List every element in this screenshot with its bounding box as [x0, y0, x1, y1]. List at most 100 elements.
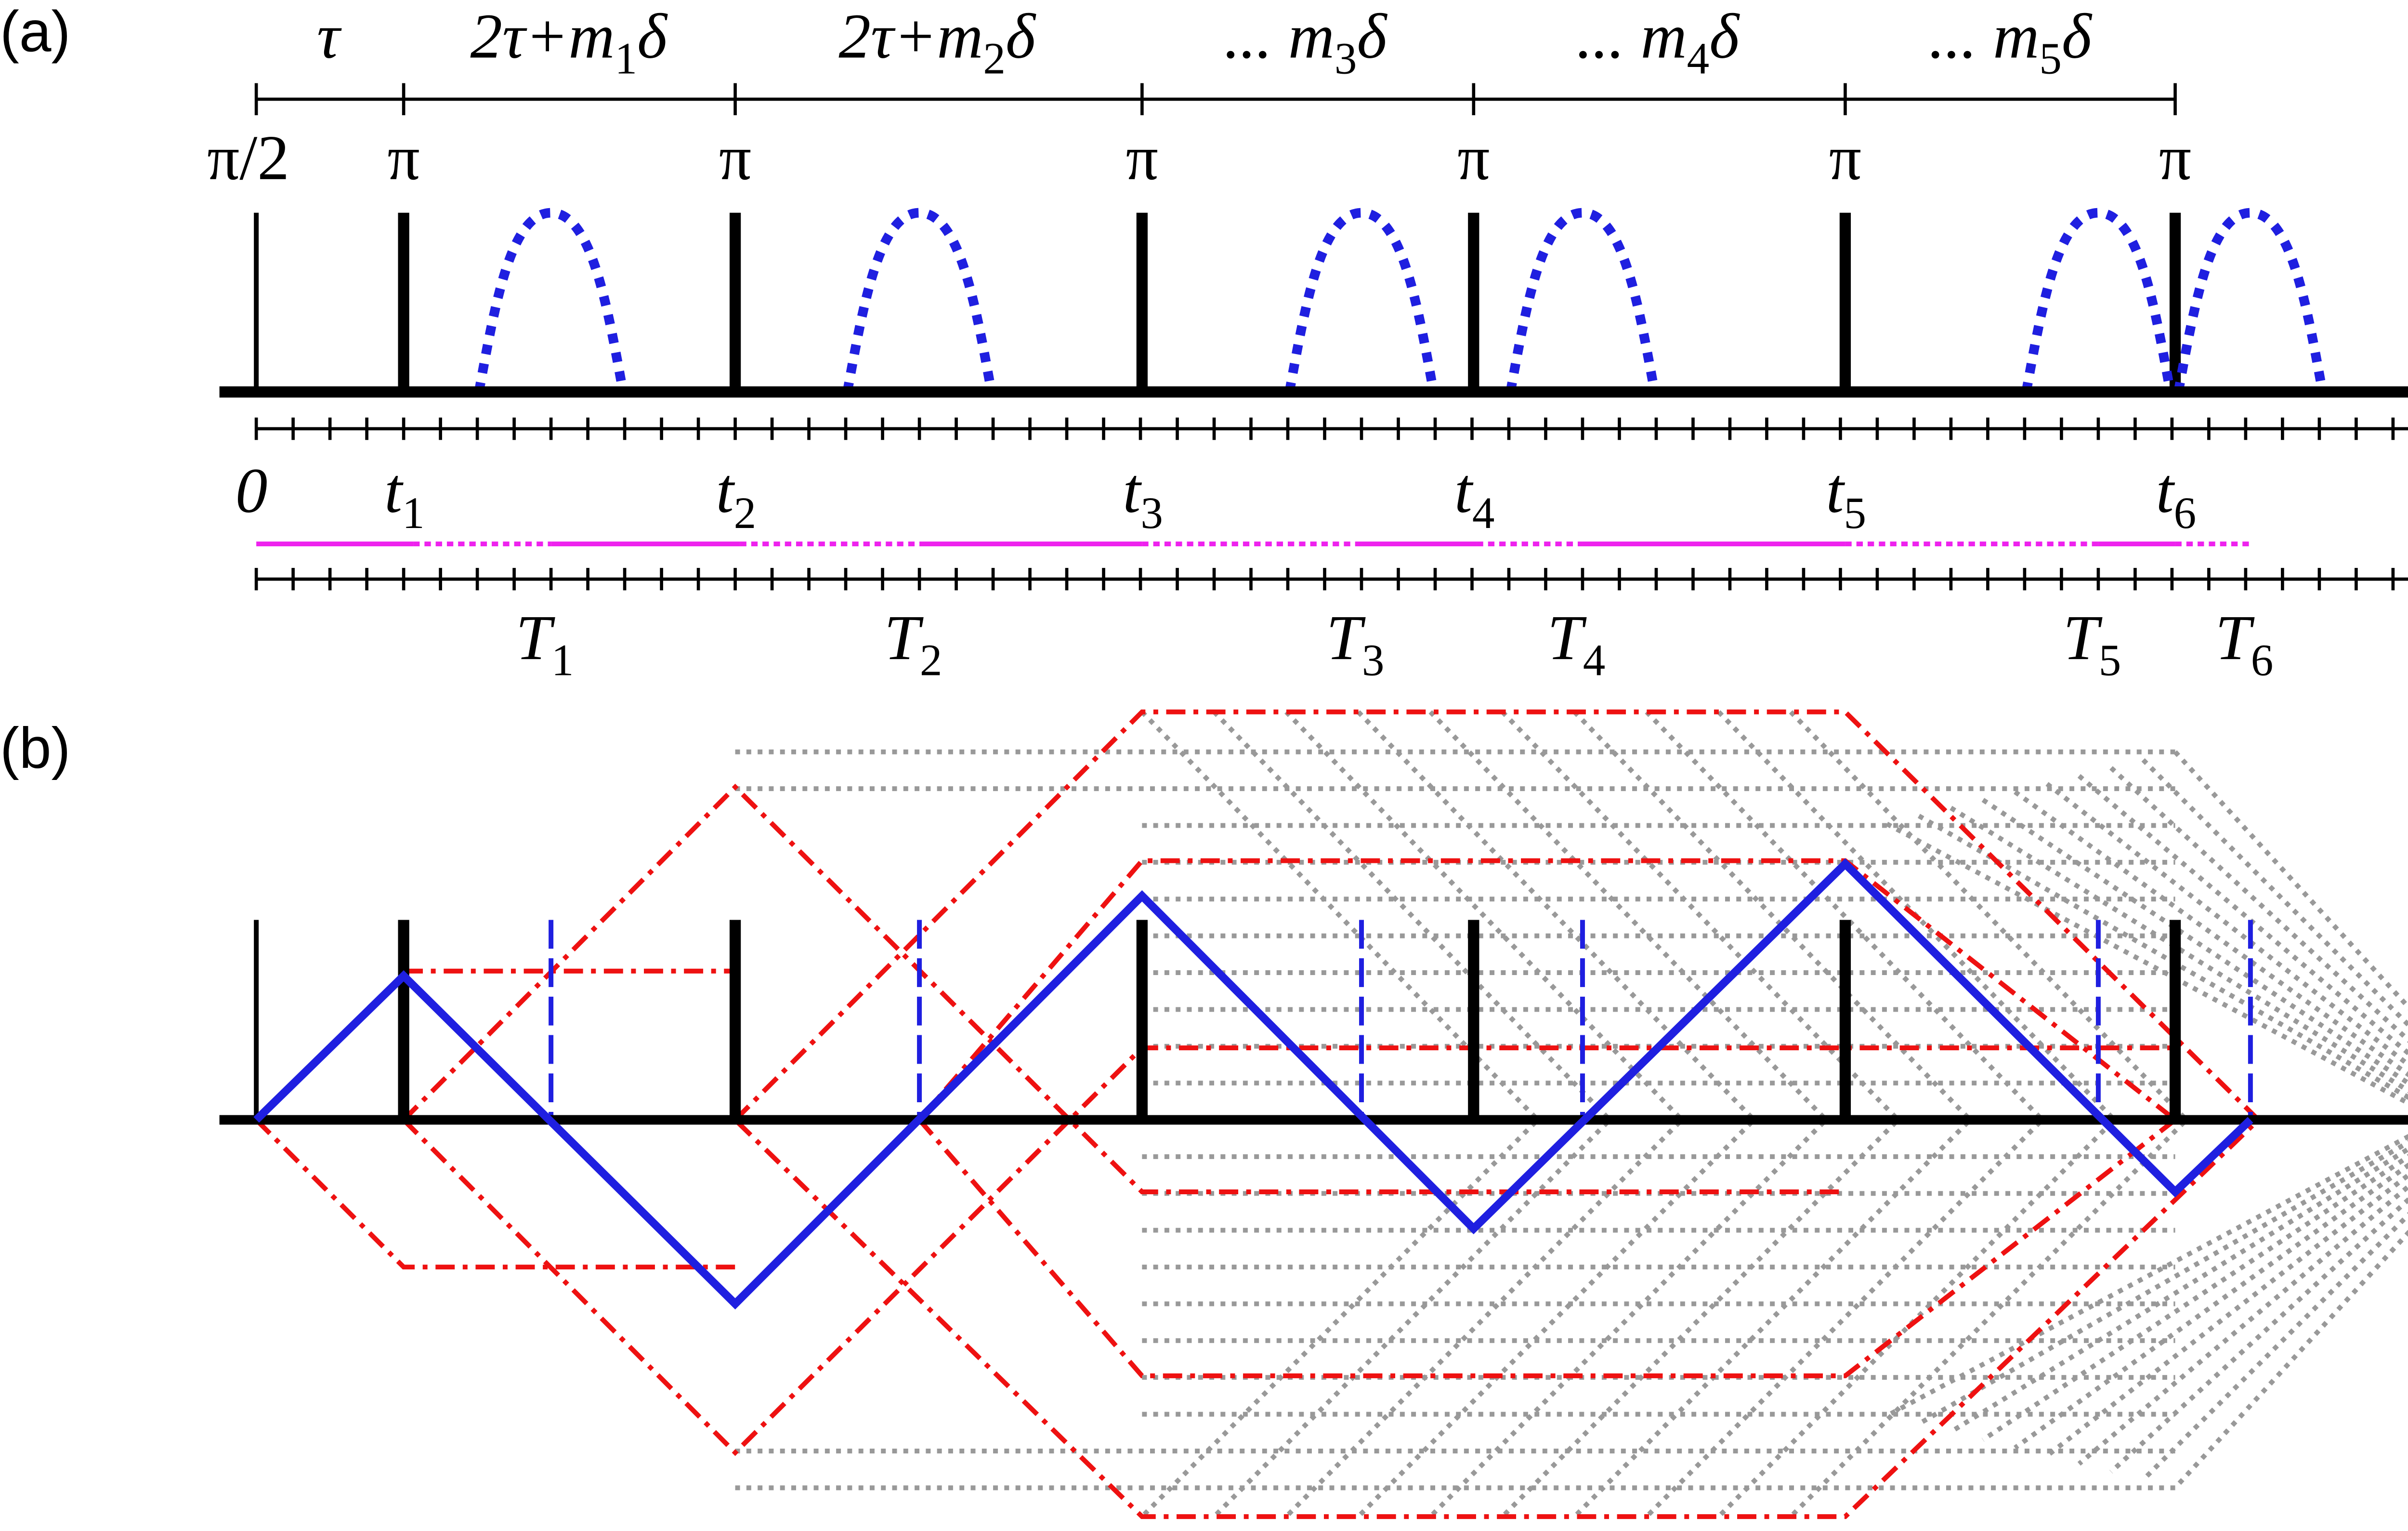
- path-gray: [1981, 798, 2408, 1442]
- path-gray: [1140, 710, 1541, 1518]
- time-label-sub: 6: [2174, 488, 2197, 538]
- panel-label: (a): [0, 0, 70, 64]
- interval-label-main: τ: [317, 1, 342, 72]
- echo: [1284, 208, 1439, 393]
- time-label: t6: [2156, 455, 2197, 538]
- period-label-sub: 2: [920, 635, 942, 685]
- interval-label-tail: δ: [1709, 1, 1740, 72]
- interval-label-sub: 4: [1687, 34, 1710, 84]
- path-gray: [1789, 710, 2190, 1518]
- interval-label-sub: 3: [1335, 34, 1357, 84]
- period-label-sub: 1: [551, 635, 574, 685]
- pulse-label: π: [1126, 122, 1158, 193]
- interval-label-tail: δ: [637, 1, 668, 72]
- period-label: T2: [884, 602, 942, 685]
- time-label-main: t: [1826, 455, 1845, 526]
- interval-label-tail: δ: [1357, 1, 1388, 72]
- time-label-main: t: [1123, 455, 1142, 526]
- time-label: t1: [384, 455, 425, 538]
- path-gray: [1501, 710, 1902, 1518]
- interval-label-sub: 2: [983, 34, 1006, 84]
- path-gray: [2173, 750, 2408, 1490]
- path-red: [402, 783, 1845, 1194]
- period-label: T3: [1326, 602, 1385, 685]
- period-label: T6: [2215, 602, 2274, 685]
- period-label-main: T: [2063, 602, 2103, 673]
- time-label-main: t: [1454, 455, 1474, 526]
- path-gray: [1284, 710, 1686, 1518]
- interval-label: τ: [317, 1, 342, 72]
- path-red: [254, 1118, 735, 1270]
- period-label-sub: 3: [1362, 635, 1385, 685]
- interval-label-main: 2τ+m: [838, 1, 983, 72]
- path-gray: [1917, 814, 2408, 1426]
- period-label-main: T: [2215, 602, 2255, 673]
- pulse-label: π: [388, 122, 420, 193]
- ellipsis: ...: [2406, 154, 2408, 225]
- path-gray: [1428, 710, 1830, 1518]
- time-label: t3: [1123, 455, 1163, 538]
- time-label-sub: 2: [734, 488, 757, 538]
- path-gray: [1645, 710, 2046, 1518]
- interval-label-sub: 1: [615, 34, 637, 84]
- path-gray: [1572, 710, 1974, 1518]
- interval-label: ... m3δ: [1224, 1, 1388, 84]
- echo: [474, 208, 628, 393]
- time-label-sub: 3: [1140, 488, 1163, 538]
- path-gray: [1356, 710, 1757, 1518]
- pulse-label: π: [1457, 122, 1490, 193]
- interval-label-main: ... m: [1224, 1, 1335, 72]
- path-red: [917, 1118, 2177, 1378]
- path-gray: [2077, 774, 2408, 1466]
- interval-label-tail: δ: [2062, 1, 2093, 72]
- period-label-main: T: [1326, 602, 1366, 673]
- period-label: T5: [2063, 602, 2121, 685]
- time-label: t5: [1826, 455, 1867, 538]
- time-label-main: t: [2156, 455, 2175, 526]
- interval-label-tail: δ: [1006, 1, 1036, 72]
- time-label-main: t: [716, 455, 735, 526]
- period-label-sub: 6: [2251, 635, 2274, 685]
- path-gray: [2141, 758, 2408, 1482]
- period-label: T1: [516, 602, 574, 685]
- interval-label-main: 2τ+m: [471, 1, 615, 72]
- trajectory: [253, 858, 2253, 1310]
- interval-label: ... m5δ: [1929, 1, 2093, 84]
- time-label-sub: 4: [1472, 488, 1495, 538]
- period-label-sub: 4: [1583, 635, 1606, 685]
- period-label: T4: [1547, 602, 1606, 685]
- time-label-sub: 5: [1844, 488, 1866, 538]
- interval-label-sub: 5: [2039, 34, 2062, 84]
- echo: [1505, 208, 1660, 393]
- echo: [842, 208, 996, 393]
- panel-label: (b): [0, 716, 70, 780]
- pulse-label: π: [719, 122, 751, 193]
- path-gray: [1717, 710, 2118, 1518]
- interval-label: 2τ+m2δ: [838, 1, 1036, 84]
- pulse-label: π: [2159, 122, 2191, 193]
- period-label-main: T: [516, 602, 555, 673]
- interval-label-main: ... m: [1929, 1, 2039, 72]
- period-label-main: T: [1547, 602, 1587, 673]
- interval-label: 2τ+m1δ: [471, 1, 668, 84]
- echo: [2021, 208, 2175, 393]
- time-label: 0: [236, 455, 268, 526]
- interval-label-main: ... m: [1577, 1, 1687, 72]
- pulse-label: π/2: [207, 122, 289, 193]
- period-label-sub: 5: [2099, 635, 2121, 685]
- time-label-sub: 1: [402, 488, 425, 538]
- path-red: [917, 858, 2177, 1122]
- time-label-main: t: [384, 455, 404, 526]
- pulse-label: π: [1829, 122, 1861, 193]
- path-gray: [1885, 821, 2408, 1418]
- time-label: t4: [1454, 455, 1495, 538]
- echo: [2173, 208, 2328, 393]
- time-label: t2: [716, 455, 757, 538]
- path-gray: [2045, 782, 2408, 1458]
- period-label-main: T: [884, 602, 924, 673]
- time-label-main: 0: [236, 455, 268, 526]
- interval-label: ... m4δ: [1577, 1, 1741, 84]
- path-gray: [1212, 710, 1613, 1518]
